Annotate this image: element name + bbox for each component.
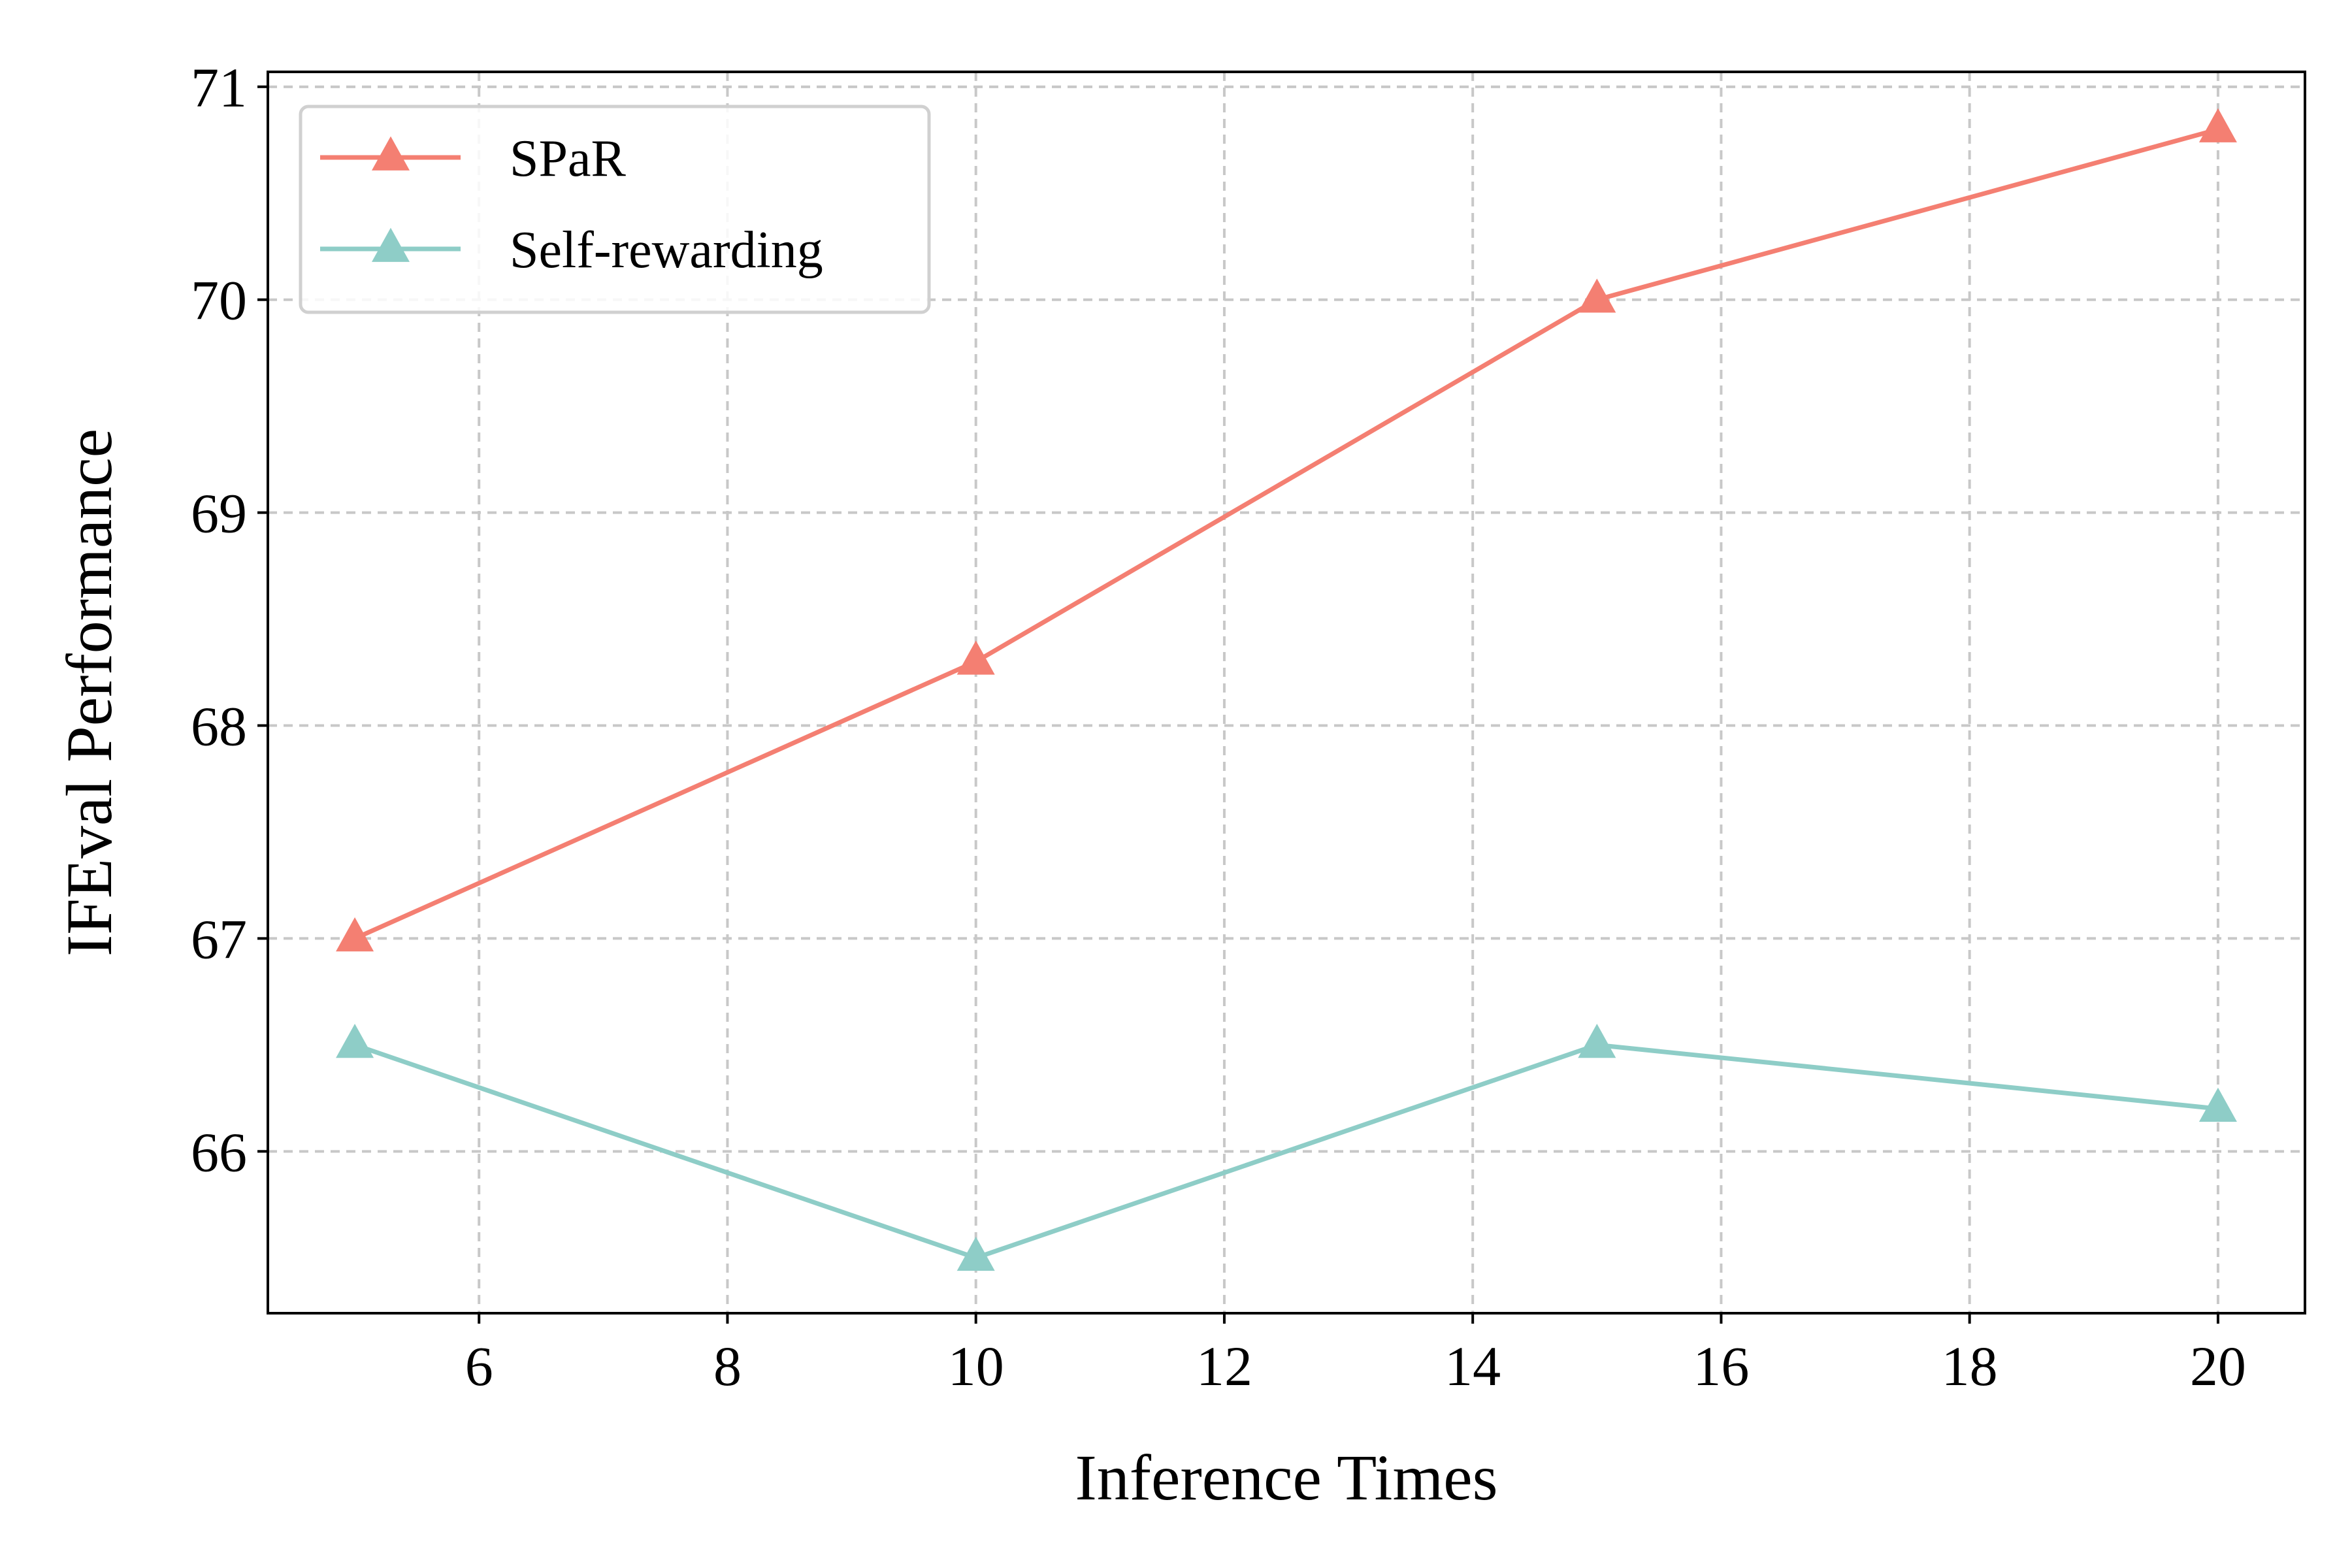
x-tick-label: 18	[1942, 1335, 1998, 1397]
y-axis-label: IFEval Performance	[53, 429, 125, 956]
series-line	[353, 1042, 2219, 1260]
data-point-marker	[336, 917, 374, 952]
data-point-marker	[2198, 108, 2237, 142]
legend-entry-label: Self-rewarding	[510, 221, 823, 279]
y-tick-label: 68	[191, 695, 247, 758]
data-point-marker	[336, 1024, 374, 1058]
legend-items: SPaR Self-rewarding	[320, 130, 823, 279]
x-tick-label: 10	[948, 1335, 1004, 1397]
data-point-marker	[1578, 278, 1616, 313]
x-tick-label: 14	[1445, 1335, 1501, 1397]
y-tick-label: 67	[191, 907, 247, 970]
data-point-marker	[956, 1236, 995, 1271]
x-tick-label: 6	[465, 1335, 493, 1397]
legend-swatch-marker	[372, 227, 410, 262]
plot-frame	[267, 71, 2306, 1315]
series-layer	[336, 108, 2237, 1271]
x-axis-label: Inference Times	[1075, 1441, 1497, 1514]
legend-swatch-marker	[372, 136, 410, 171]
data-point-marker	[1578, 1024, 1616, 1058]
data-point-marker	[2198, 1087, 2237, 1122]
x-tick-label: 16	[1693, 1335, 1749, 1397]
x-tick-label: 12	[1196, 1335, 1252, 1397]
y-tick-label: 69	[191, 482, 247, 545]
grid	[268, 72, 2305, 1313]
legend: SPaR Self-rewarding	[299, 105, 931, 314]
y-tick-label: 70	[191, 269, 247, 332]
x-tick-label: 20	[2190, 1335, 2246, 1397]
series-line	[353, 127, 2219, 941]
legend-entry-label: SPaR	[510, 130, 626, 188]
y-tick-label: 66	[191, 1120, 247, 1183]
y-tick-label: 71	[191, 56, 247, 119]
x-tick-label: 8	[713, 1335, 742, 1397]
data-point-marker	[956, 640, 995, 675]
